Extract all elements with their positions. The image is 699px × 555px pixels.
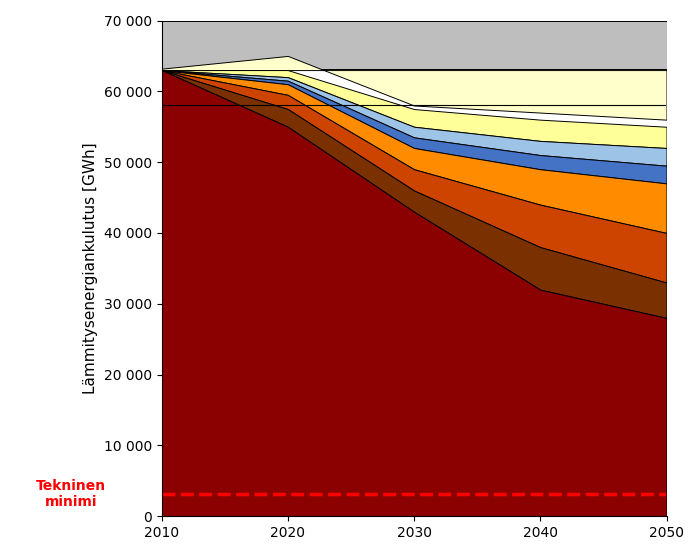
Y-axis label: Lämmitysenergiankulutus [GWh]: Lämmitysenergiankulutus [GWh] xyxy=(83,143,98,394)
Text: Tekninen
minimi: Tekninen minimi xyxy=(36,478,106,509)
